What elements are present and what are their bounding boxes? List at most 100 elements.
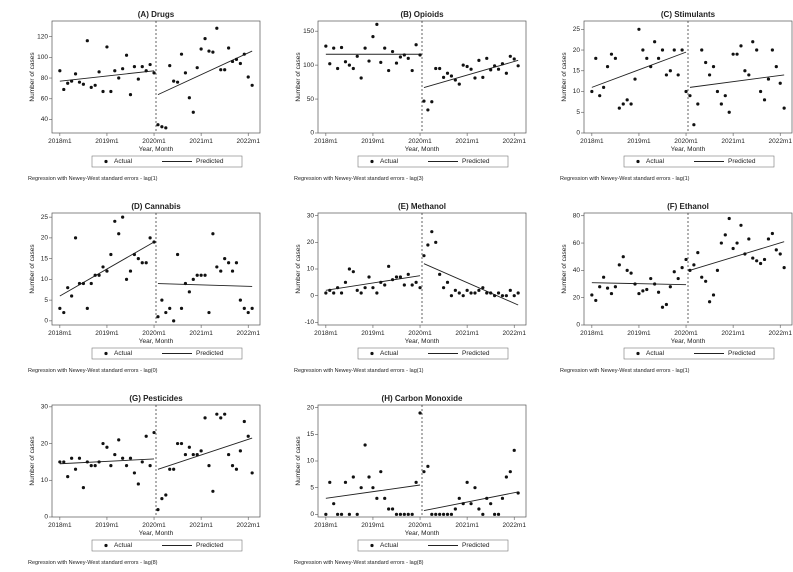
actual-point	[594, 56, 598, 60]
actual-point	[250, 83, 254, 87]
actual-point	[375, 496, 379, 500]
actual-point	[343, 60, 348, 64]
predicted-trend-line	[325, 484, 421, 499]
panel-title: (B) Opioids	[400, 10, 444, 19]
actual-point	[688, 94, 692, 98]
y-axis-label: Number of cases	[295, 436, 302, 486]
actual-point	[105, 45, 109, 49]
actual-point	[672, 48, 676, 52]
y-tick-label: 15	[41, 255, 49, 262]
actual-point	[183, 281, 188, 286]
actual-point	[148, 463, 152, 468]
actual-point	[489, 291, 493, 295]
actual-point	[128, 93, 133, 97]
actual-point	[227, 261, 231, 265]
actual-point	[770, 231, 774, 236]
predicted-trend-line	[689, 74, 785, 88]
actual-point	[613, 285, 617, 289]
legend: Actual Predicted	[91, 539, 243, 552]
actual-point	[653, 282, 657, 286]
actual-point	[246, 434, 250, 438]
actual-point	[191, 110, 195, 114]
actual-point	[477, 507, 481, 511]
actual-point	[367, 59, 371, 63]
actual-point	[605, 286, 610, 290]
actual-point	[430, 512, 434, 516]
actual-point	[449, 74, 454, 78]
actual-point	[410, 512, 414, 516]
y-tick-label: 20	[41, 440, 49, 447]
legend-actual-marker	[370, 543, 374, 548]
actual-point	[371, 486, 375, 490]
x-tick-label: 2018m1	[314, 330, 338, 337]
actual-point	[414, 280, 418, 284]
actual-point	[739, 44, 743, 48]
panel-title: (E) Methanol	[398, 202, 446, 211]
actual-point	[496, 512, 501, 516]
actual-point	[164, 493, 168, 497]
actual-point	[113, 69, 117, 73]
actual-point	[347, 63, 351, 67]
y-tick-label: 15	[307, 431, 315, 438]
actual-point	[152, 71, 156, 75]
x-tick-label: 2021m1	[721, 330, 745, 337]
actual-point	[117, 438, 121, 442]
y-tick-label: 40	[573, 267, 581, 274]
actual-point	[609, 291, 614, 296]
actual-point	[649, 276, 653, 281]
actual-point	[219, 269, 223, 273]
regression-note: Regression with Newey-West standard erro…	[28, 368, 158, 374]
actual-point	[457, 82, 461, 86]
actual-point	[485, 291, 489, 295]
actual-point	[743, 252, 747, 256]
actual-point	[402, 512, 406, 516]
actual-point	[117, 232, 121, 236]
actual-point	[73, 467, 78, 471]
actual-point	[426, 464, 430, 468]
actual-point	[124, 53, 129, 57]
x-axis-label: Year, Month	[671, 338, 706, 345]
actual-point	[770, 48, 774, 52]
actual-point	[58, 69, 62, 73]
actual-point	[343, 480, 348, 484]
actual-point	[762, 257, 767, 262]
actual-point	[711, 293, 716, 297]
actual-point	[70, 456, 74, 460]
actual-point	[438, 272, 442, 276]
actual-point	[81, 281, 85, 286]
actual-point	[73, 72, 78, 76]
y-tick-label: 60	[41, 95, 49, 102]
actual-point	[485, 56, 489, 60]
x-tick-label: 2021m1	[721, 138, 745, 145]
actual-point	[508, 470, 512, 474]
y-axis-label: Number of cases	[29, 52, 36, 102]
actual-point	[598, 94, 602, 98]
actual-point	[199, 273, 203, 277]
actual-point	[723, 94, 727, 98]
x-axis-label: Year, Month	[139, 146, 174, 153]
y-axis-label: Number of cases	[295, 52, 302, 102]
actual-point	[680, 48, 684, 52]
actual-point	[242, 306, 246, 311]
actual-point	[132, 65, 137, 69]
actual-point	[684, 257, 688, 262]
actual-point	[97, 273, 101, 277]
actual-point	[633, 282, 637, 286]
actual-point	[461, 502, 465, 506]
chart-panel: (F) Ethanol 0 20 40 60 80 2018m1 2019m1 2020m1 20…	[560, 202, 792, 374]
actual-point	[481, 512, 485, 516]
actual-point	[66, 81, 70, 85]
actual-point	[195, 452, 199, 457]
y-tick-label: 120	[37, 33, 48, 40]
actual-point	[375, 291, 379, 295]
actual-point	[359, 76, 363, 80]
x-axis-label: Year, Month	[671, 146, 706, 153]
actual-point	[704, 279, 708, 283]
y-tick-label: 15	[573, 67, 581, 74]
actual-point	[390, 278, 395, 282]
actual-point	[512, 294, 516, 298]
y-tick-label: 30	[307, 212, 315, 219]
actual-point	[434, 512, 438, 516]
actual-point	[477, 58, 481, 62]
actual-point	[215, 26, 219, 30]
